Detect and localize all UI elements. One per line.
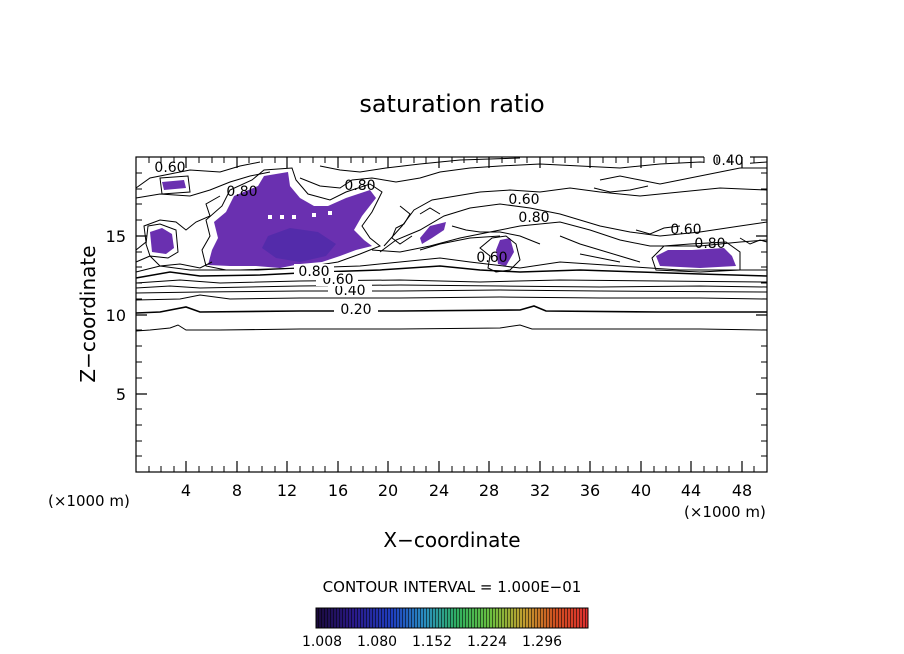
x-axis-label: X−coordinate	[383, 528, 520, 552]
x-tick-label: 16	[328, 481, 348, 500]
contour-label: 0.40	[712, 153, 743, 169]
contour-label: 0.80	[344, 178, 375, 194]
y-tick-label: 15	[106, 227, 126, 246]
x-tick-label: 32	[530, 481, 550, 500]
y-tick-labels: 5 10 15	[106, 227, 126, 404]
x-tick-label: 48	[732, 481, 752, 500]
y-tick-label: 5	[116, 385, 126, 404]
x-tick-label: 28	[479, 481, 499, 500]
chart-title: saturation ratio	[359, 90, 544, 118]
colorbar-stripes	[316, 608, 588, 628]
plot-area: 0.20 0.40 0.60 0.80 0.60 0.80 0.80 0.60 …	[135, 152, 768, 473]
colorbar	[315, 607, 589, 629]
contour-label: 0.80	[226, 184, 257, 200]
filled-region-left	[150, 228, 174, 254]
x-tick-label: 8	[232, 481, 242, 500]
x-unit-label-right: (×1000 m)	[684, 503, 766, 521]
contour-label: 0.40	[334, 283, 365, 299]
contour-label: 0.60	[670, 222, 701, 238]
x-unit-label-left: (×1000 m)	[48, 492, 130, 510]
y-axis-major-ticks	[136, 235, 767, 395]
colorbar-tick-label: 1.008	[302, 634, 342, 650]
x-tick-label: 24	[429, 481, 449, 500]
x-tick-label: 36	[580, 481, 600, 500]
y-axis-minor-ticks	[136, 172, 767, 457]
contour-label: 0.60	[154, 160, 185, 176]
colorbar-tick-label: 1.152	[412, 634, 452, 650]
x-tick-label: 4	[181, 481, 191, 500]
contour-label: 0.60	[476, 250, 507, 266]
contour-label: 0.80	[518, 210, 549, 226]
x-tick-label: 20	[378, 481, 398, 500]
filled-regions	[150, 172, 736, 268]
colorbar-tick-labels: 1.008 1.080 1.152 1.224 1.296	[302, 634, 562, 650]
y-axis-label: Z−coordinate	[76, 245, 100, 382]
filled-region-core	[262, 228, 336, 262]
colorbar-frame	[315, 607, 589, 629]
x-tick-label: 44	[681, 481, 701, 500]
colorbar-tick-label: 1.296	[522, 634, 562, 650]
contour-label: 0.20	[340, 302, 371, 318]
filled-region-center-right	[496, 238, 514, 266]
contour-label: 0.80	[694, 236, 725, 252]
contour-label: 0.80	[298, 264, 329, 280]
contour-label-group: 0.20 0.40 0.60 0.80 0.60 0.80 0.80 0.60 …	[154, 152, 750, 318]
x-tick-label: 40	[631, 481, 651, 500]
colorbar-tick-label: 1.080	[357, 634, 397, 650]
contour-interval-label: CONTOUR INTERVAL = 1.000E−01	[323, 578, 582, 596]
x-tick-label: 12	[277, 481, 297, 500]
contour-label: 0.60	[508, 192, 539, 208]
filled-region-holes	[268, 211, 332, 219]
x-axis-minor-ticks	[148, 157, 755, 472]
filled-region-top-left	[162, 180, 186, 190]
x-axis-major-ticks	[185, 157, 743, 472]
colorbar-tick-label: 1.224	[467, 634, 507, 650]
contour-lines	[135, 157, 768, 332]
x-tick-labels: 4 8 12 16 20 24 28 32 36 40 44 48	[181, 481, 752, 500]
filled-region-middle	[420, 222, 446, 244]
y-tick-label: 10	[106, 306, 126, 325]
filled-region-right	[656, 248, 736, 268]
